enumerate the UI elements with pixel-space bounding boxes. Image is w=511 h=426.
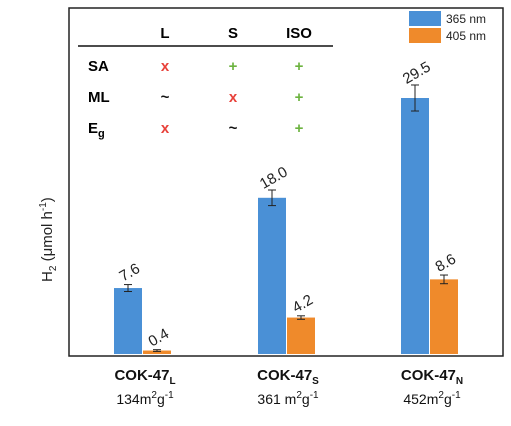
bar-365nm-0 bbox=[114, 288, 142, 354]
table-row-label: SA bbox=[88, 58, 109, 75]
surface-area-label: 452m2g-1 bbox=[403, 390, 461, 407]
condition-table: L S ISO SA x + + ML ~ x + Eg x ~ + bbox=[78, 25, 333, 140]
surface-area-label: 134m2g-1 bbox=[116, 390, 174, 407]
bar-405nm-1 bbox=[287, 317, 315, 354]
legend-label: 405 nm bbox=[446, 29, 486, 43]
table-mark: + bbox=[229, 58, 238, 75]
category-label: COK-47N bbox=[401, 367, 463, 387]
table-column-header: L bbox=[160, 25, 169, 42]
legend-label: 365 nm bbox=[446, 12, 486, 26]
legend: 365 nm 405 nm bbox=[409, 11, 486, 43]
category-label: COK-47L bbox=[114, 367, 175, 387]
legend-swatch bbox=[409, 11, 441, 26]
category-label: COK-47S bbox=[257, 367, 319, 387]
data-label: 0.4 bbox=[145, 325, 172, 350]
bars: 7.6 18.0 29.5 0.4 4.2 8.6 bbox=[114, 58, 459, 354]
table-column-header: ISO bbox=[286, 25, 312, 42]
table-mark: + bbox=[295, 58, 304, 75]
bar-405nm-0 bbox=[143, 350, 171, 354]
data-label: 18.0 bbox=[257, 163, 291, 192]
x-axis-labels: COK-47L 134m2g-1 COK-47S 361 m2g-1 COK-47N 45… bbox=[114, 367, 463, 407]
bar-365nm-1 bbox=[258, 197, 286, 354]
surface-area-label: 361 m2g-1 bbox=[257, 390, 319, 407]
table-mark: ~ bbox=[229, 120, 238, 137]
table-mark: + bbox=[295, 120, 304, 137]
table-mark: + bbox=[295, 89, 304, 106]
table-mark: x bbox=[161, 58, 170, 75]
legend-swatch bbox=[409, 28, 441, 43]
table-row-label: Eg bbox=[88, 120, 105, 140]
table-row-label: ML bbox=[88, 89, 110, 106]
table-mark: ~ bbox=[161, 89, 170, 106]
data-label: 7.6 bbox=[116, 260, 143, 285]
table-mark: x bbox=[229, 89, 238, 106]
plot-frame bbox=[68, 7, 504, 357]
y-axis-label: H2 (μmol h-1) bbox=[38, 197, 59, 282]
table-column-header: S bbox=[228, 25, 238, 42]
data-label: 4.2 bbox=[289, 291, 316, 316]
bar-405nm-2 bbox=[430, 279, 458, 354]
table-mark: x bbox=[161, 120, 170, 137]
data-label: 8.6 bbox=[432, 251, 459, 276]
bar-365nm-2 bbox=[401, 98, 429, 354]
data-label: 29.5 bbox=[400, 58, 434, 87]
